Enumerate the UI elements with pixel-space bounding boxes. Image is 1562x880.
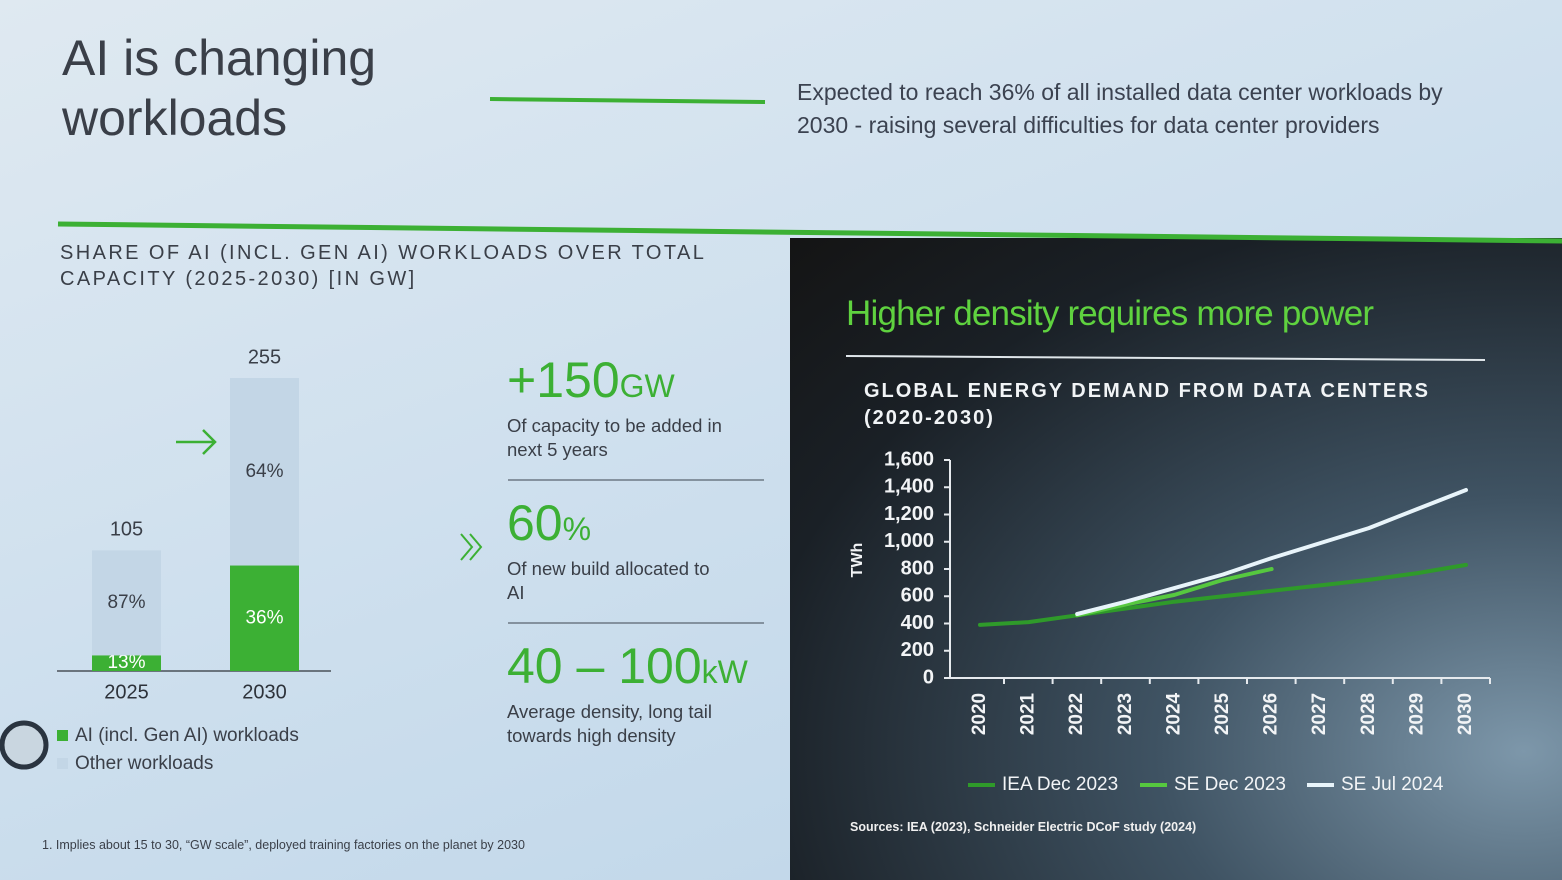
- stat-number: 40 – 100: [507, 638, 702, 694]
- stat-value: 60%: [507, 495, 777, 557]
- legend-label: Other workloads: [75, 753, 213, 774]
- x-tick-label: 2021: [1018, 692, 1039, 735]
- x-tick-label: 2030: [1455, 693, 1476, 735]
- bar-segment: [230, 378, 299, 566]
- divider: [57, 221, 1562, 244]
- y-tick-label: 200: [901, 639, 934, 661]
- total-label: 105: [110, 519, 143, 541]
- stat-number: 60: [507, 495, 563, 551]
- y-tick-label: 800: [901, 557, 934, 579]
- slide-subtitle: Expected to reach 36% of all installed d…: [797, 79, 1443, 138]
- x-tick-label: 2026: [1261, 693, 1282, 735]
- segment-label: 36%: [245, 607, 283, 628]
- dark-panel: [790, 238, 1562, 880]
- y-tick-label: 0: [923, 666, 934, 688]
- x-tick-label: 2025: [1212, 692, 1233, 735]
- title-rule: [489, 97, 766, 104]
- x-tick-label: 2029: [1406, 693, 1427, 735]
- line-series: [1075, 488, 1468, 616]
- x-tick-label: 2028: [1358, 693, 1379, 735]
- x-tick-label: 2020: [969, 693, 990, 735]
- x-tick-label: 2024: [1163, 692, 1184, 735]
- ring-icon: [0, 720, 49, 770]
- y-axis-label: TWh: [849, 543, 866, 578]
- y-tick-label: 1,200: [884, 503, 934, 525]
- line-series: [1075, 567, 1274, 618]
- legend-label: SE Jul 2024: [1341, 774, 1444, 795]
- x-tick-label: 2023: [1115, 693, 1136, 735]
- legend-swatch: [57, 730, 68, 741]
- y-tick-label: 1,400: [884, 476, 934, 498]
- stat-text: Of new build allocated to AI: [507, 558, 710, 603]
- x-tick-label: 2030: [242, 681, 287, 703]
- panel-heading: Higher density requires more power: [846, 294, 1374, 333]
- stat-unit: kW: [701, 654, 748, 690]
- segment-label: 87%: [107, 592, 145, 613]
- stat-unit: %: [562, 511, 592, 547]
- stat-block: +150GW Of capacity to be added in next 5 …: [507, 352, 777, 462]
- stat-text: Average density, long tail towards high …: [507, 701, 712, 746]
- line-series: [978, 562, 1468, 627]
- y-tick-label: 1,600: [884, 448, 934, 470]
- bar-segment: [92, 550, 161, 656]
- stat-block: 60% Of new build allocated to AI: [507, 495, 777, 605]
- slide-title: AI is changing workloads: [62, 30, 377, 146]
- bar-segment: [230, 565, 299, 671]
- segment-label: 13%: [107, 652, 145, 673]
- x-tick-label: 2027: [1309, 693, 1330, 735]
- stat-value: +150GW: [507, 352, 777, 414]
- bar-segment: [92, 655, 161, 671]
- legend-swatch: [57, 758, 68, 769]
- arrow: [176, 429, 217, 455]
- heading-rule: [845, 355, 1486, 361]
- footnote: 1. Implies about 15 to 30, “GW scale”, d…: [42, 838, 525, 852]
- line-chart-title: GLOBAL ENERGY DEMAND FROM DATA CENTERS (…: [864, 380, 1431, 429]
- stat-block: 40 – 100kW Average density, long tail tow…: [507, 638, 777, 748]
- y-tick-label: 1,000: [884, 530, 934, 552]
- legend-label: AI (incl. Gen AI) workloads: [75, 725, 299, 746]
- sources: Sources: IEA (2023), Schneider Electric …: [850, 820, 1197, 834]
- legend-label: SE Dec 2023: [1174, 774, 1286, 795]
- bar-chart-title: SHARE OF AI (INCL. GEN AI) WORKLOADS OVE…: [60, 242, 706, 290]
- stat-number: +150: [507, 352, 620, 408]
- stat-unit: GW: [619, 368, 675, 404]
- legend-label: IEA Dec 2023: [1002, 774, 1118, 795]
- chevron: [460, 533, 483, 561]
- y-tick-label: 400: [901, 612, 934, 634]
- stat-value: 40 – 100kW: [507, 638, 777, 700]
- x-tick-label: 2022: [1066, 693, 1087, 735]
- y-tick-label: 600: [901, 585, 934, 607]
- total-label: 255: [248, 346, 281, 368]
- stat-text: Of capacity to be added in next 5 years: [507, 415, 722, 460]
- segment-label: 64%: [245, 461, 283, 482]
- x-tick-label: 2025: [104, 681, 149, 703]
